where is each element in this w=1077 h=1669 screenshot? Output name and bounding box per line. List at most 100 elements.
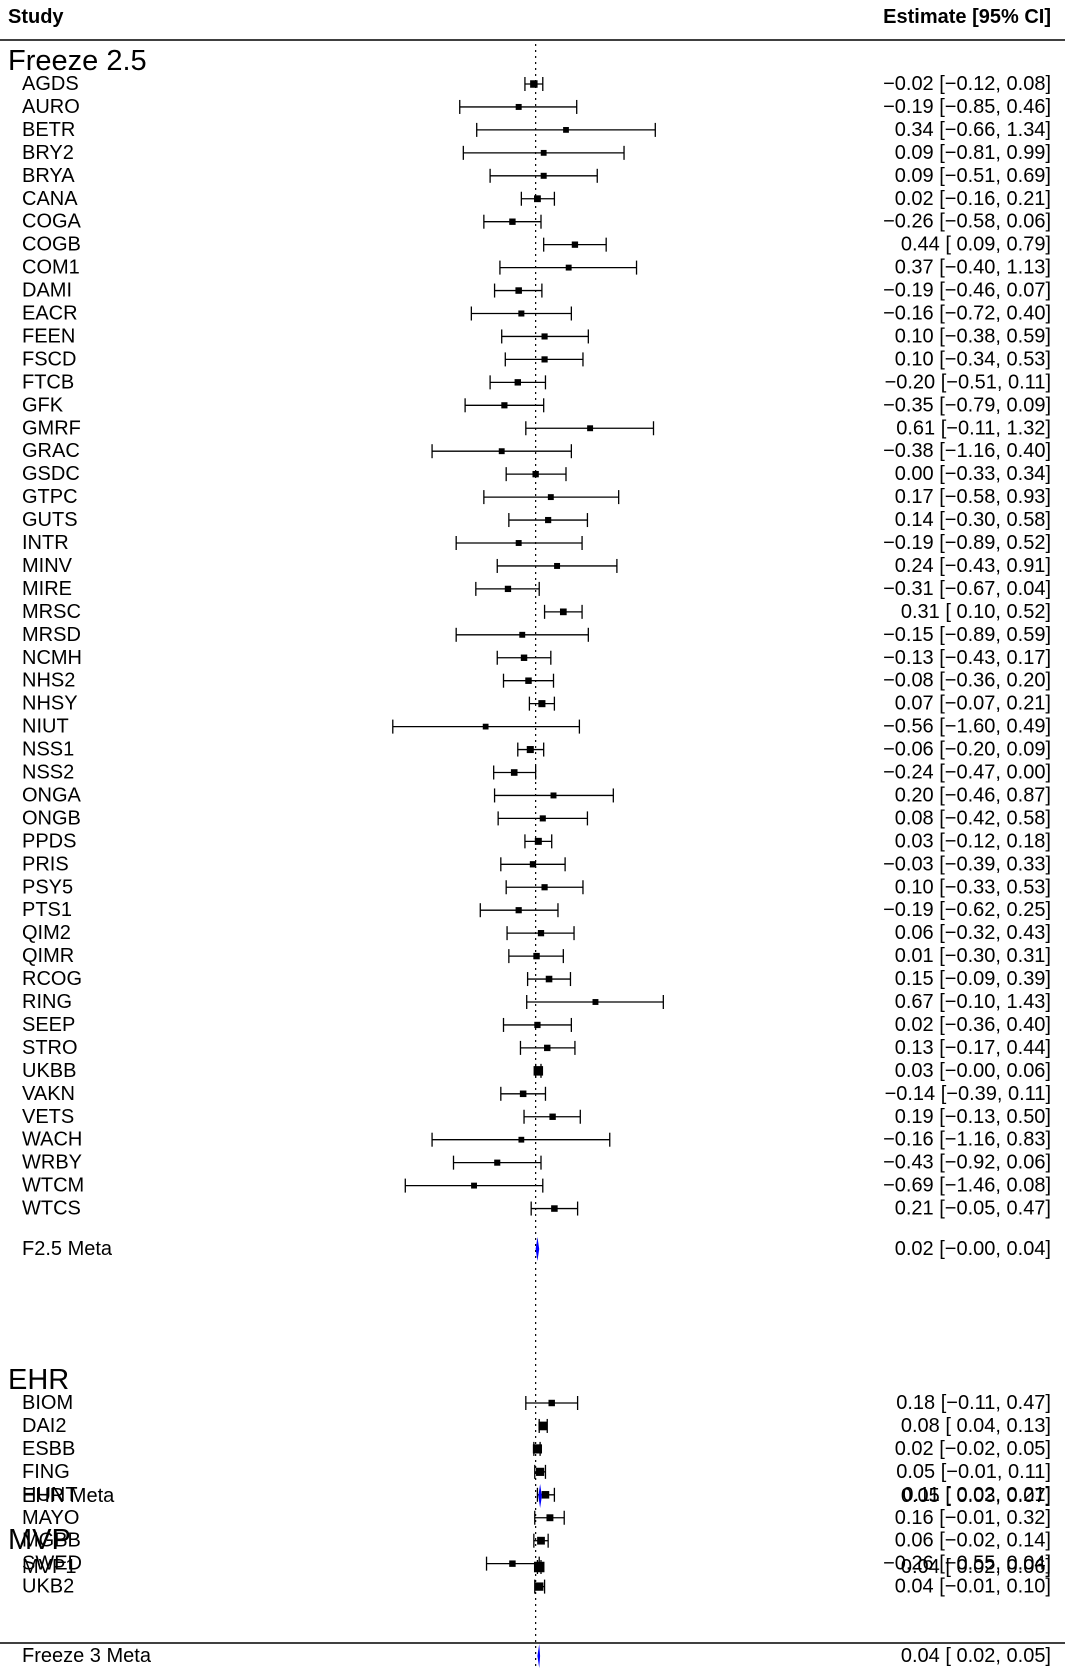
study-label: BRYA <box>22 165 75 187</box>
study-label: EACR <box>22 303 78 325</box>
point-estimate-box <box>515 287 522 294</box>
study-estimate-label: 0.08 [ 0.04, 0.13] <box>901 1415 1051 1437</box>
study-estimate-label: −0.26 [−0.58, 0.06] <box>883 211 1051 233</box>
point-estimate-box <box>525 677 532 684</box>
point-estimate-box <box>536 1467 545 1476</box>
study-estimate-label: −0.19 [−0.46, 0.07] <box>883 280 1051 302</box>
estimate-column-header: Estimate [95% CI] <box>883 6 1051 28</box>
study-label: FTCB <box>22 371 74 393</box>
study-estimate-label: −0.19 [−0.62, 0.25] <box>883 899 1051 921</box>
point-estimate-box <box>529 861 537 868</box>
point-estimate-box <box>532 470 539 478</box>
study-estimate-label: 0.01 [−0.30, 0.31] <box>895 945 1051 967</box>
study-estimate-label: −0.16 [−0.72, 0.40] <box>883 303 1051 325</box>
study-estimate-label: 0.07 [−0.07, 0.21] <box>895 693 1051 715</box>
point-estimate-box <box>587 425 594 432</box>
point-estimate-box <box>526 746 534 754</box>
study-estimate-label: 0.04 [ 0.02, 0.06] <box>901 1556 1051 1578</box>
point-estimate-box <box>504 585 512 593</box>
study-estimate-label: 0.17 [−0.58, 0.93] <box>895 486 1051 508</box>
study-estimate-label: 0.06 [−0.32, 0.43] <box>895 922 1051 944</box>
study-estimate-label: −0.43 [−0.92, 0.06] <box>883 1152 1051 1174</box>
point-estimate-box <box>540 172 547 179</box>
point-estimate-box <box>518 1136 525 1143</box>
point-estimate-box <box>550 792 557 799</box>
study-estimate-label: −0.20 [−0.51, 0.11] <box>885 371 1051 393</box>
study-label: DAMI <box>22 280 72 302</box>
point-estimate-box <box>565 264 572 271</box>
point-estimate-box <box>541 1491 550 1499</box>
group-title: EHR <box>8 1364 69 1396</box>
point-estimate-box <box>535 1582 544 1591</box>
study-estimate-label: 0.11 [ 0.02, 0.21] <box>902 1484 1051 1506</box>
point-estimate-box <box>515 907 522 914</box>
study-label: ONGB <box>22 807 81 829</box>
point-estimate-box <box>544 1044 551 1052</box>
study-estimate-label: 0.13 [−0.17, 0.44] <box>895 1037 1051 1059</box>
study-label: NHS2 <box>22 670 75 692</box>
study-label: MAYO <box>22 1507 79 1529</box>
study-label: FSCD <box>22 348 76 370</box>
study-estimate-label: 0.04 [−0.01, 0.10] <box>895 1576 1051 1598</box>
point-estimate-box <box>534 837 542 845</box>
study-estimate-label: 0.61 [−0.11, 1.32] <box>896 417 1051 439</box>
study-label: MIRE <box>22 578 72 600</box>
point-estimate-box <box>515 540 522 546</box>
study-estimate-label: −0.14 [−0.39, 0.11] <box>885 1083 1051 1105</box>
study-estimate-label: 0.10 [−0.38, 0.59] <box>895 325 1051 347</box>
study-label: GMRF <box>22 417 81 439</box>
meta-label: F2.5 Meta <box>22 1238 113 1260</box>
study-estimate-label: 0.18 [−0.11, 0.47] <box>896 1392 1051 1414</box>
study-label: WACH <box>22 1129 82 1151</box>
study-label: HUNT <box>22 1484 78 1506</box>
study-label: UKBB <box>22 1060 76 1082</box>
study-estimate-label: 0.14 [−0.30, 0.58] <box>895 509 1051 531</box>
study-label: NSS2 <box>22 762 74 784</box>
point-estimate-box <box>539 815 546 822</box>
study-estimate-label: −0.31 [−0.67, 0.04] <box>883 578 1051 600</box>
point-estimate-box <box>533 1066 544 1076</box>
study-label: GRAC <box>22 440 80 462</box>
study-estimate-label: −0.13 [−0.43, 0.17] <box>883 647 1051 669</box>
study-estimate-label: 0.09 [−0.51, 0.69] <box>895 165 1051 187</box>
point-estimate-box <box>563 127 569 133</box>
study-label: GSDC <box>22 463 80 485</box>
study-label: PSY5 <box>22 876 73 898</box>
study-estimate-label: −0.08 [−0.36, 0.20] <box>883 670 1051 692</box>
study-estimate-label: 0.31 [ 0.10, 0.52] <box>901 601 1051 623</box>
point-estimate-box <box>510 769 518 776</box>
point-estimate-box <box>541 333 548 340</box>
point-estimate-box <box>541 884 548 891</box>
point-estimate-box <box>551 1205 558 1212</box>
point-estimate-box <box>537 930 545 937</box>
study-label: RCOG <box>22 968 82 990</box>
study-label: INTR <box>22 532 69 554</box>
study-estimate-label: −0.16 [−1.16, 0.83] <box>883 1129 1051 1151</box>
study-estimate-label: −0.38 [−1.16, 0.40] <box>883 440 1051 462</box>
point-estimate-box <box>471 1182 477 1189</box>
meta-estimate-label: 0.04 [ 0.02, 0.05] <box>901 1645 1051 1667</box>
study-label: SEEP <box>22 1014 75 1036</box>
point-estimate-box <box>533 1561 545 1573</box>
study-label: PTS1 <box>22 899 72 921</box>
point-estimate-box <box>519 1090 527 1098</box>
study-estimate-label: 0.09 [−0.81, 0.99] <box>895 142 1051 164</box>
study-estimate-label: 0.05 [−0.01, 0.11] <box>896 1461 1051 1483</box>
point-estimate-box <box>538 700 546 708</box>
study-estimate-label: −0.56 [−1.60, 0.49] <box>883 716 1051 738</box>
meta-diamond <box>535 1237 540 1261</box>
meta-diamond <box>537 1644 541 1668</box>
point-estimate-box <box>509 218 516 225</box>
study-estimate-label: −0.26 [−0.55, 0.04] <box>883 1553 1051 1575</box>
study-column-header: Study <box>8 6 64 28</box>
study-estimate-label: 0.06 [−0.02, 0.14] <box>895 1530 1051 1552</box>
point-estimate-box <box>537 1536 545 1545</box>
point-estimate-box <box>547 494 554 501</box>
study-label: NCMH <box>22 647 82 669</box>
study-estimate-label: −0.06 [−0.20, 0.09] <box>883 739 1051 761</box>
point-estimate-box <box>520 654 528 661</box>
study-estimate-label: 0.10 [−0.34, 0.53] <box>895 348 1051 370</box>
point-estimate-box <box>538 1421 548 1431</box>
study-estimate-label: 0.02 [−0.02, 0.05] <box>895 1438 1051 1460</box>
